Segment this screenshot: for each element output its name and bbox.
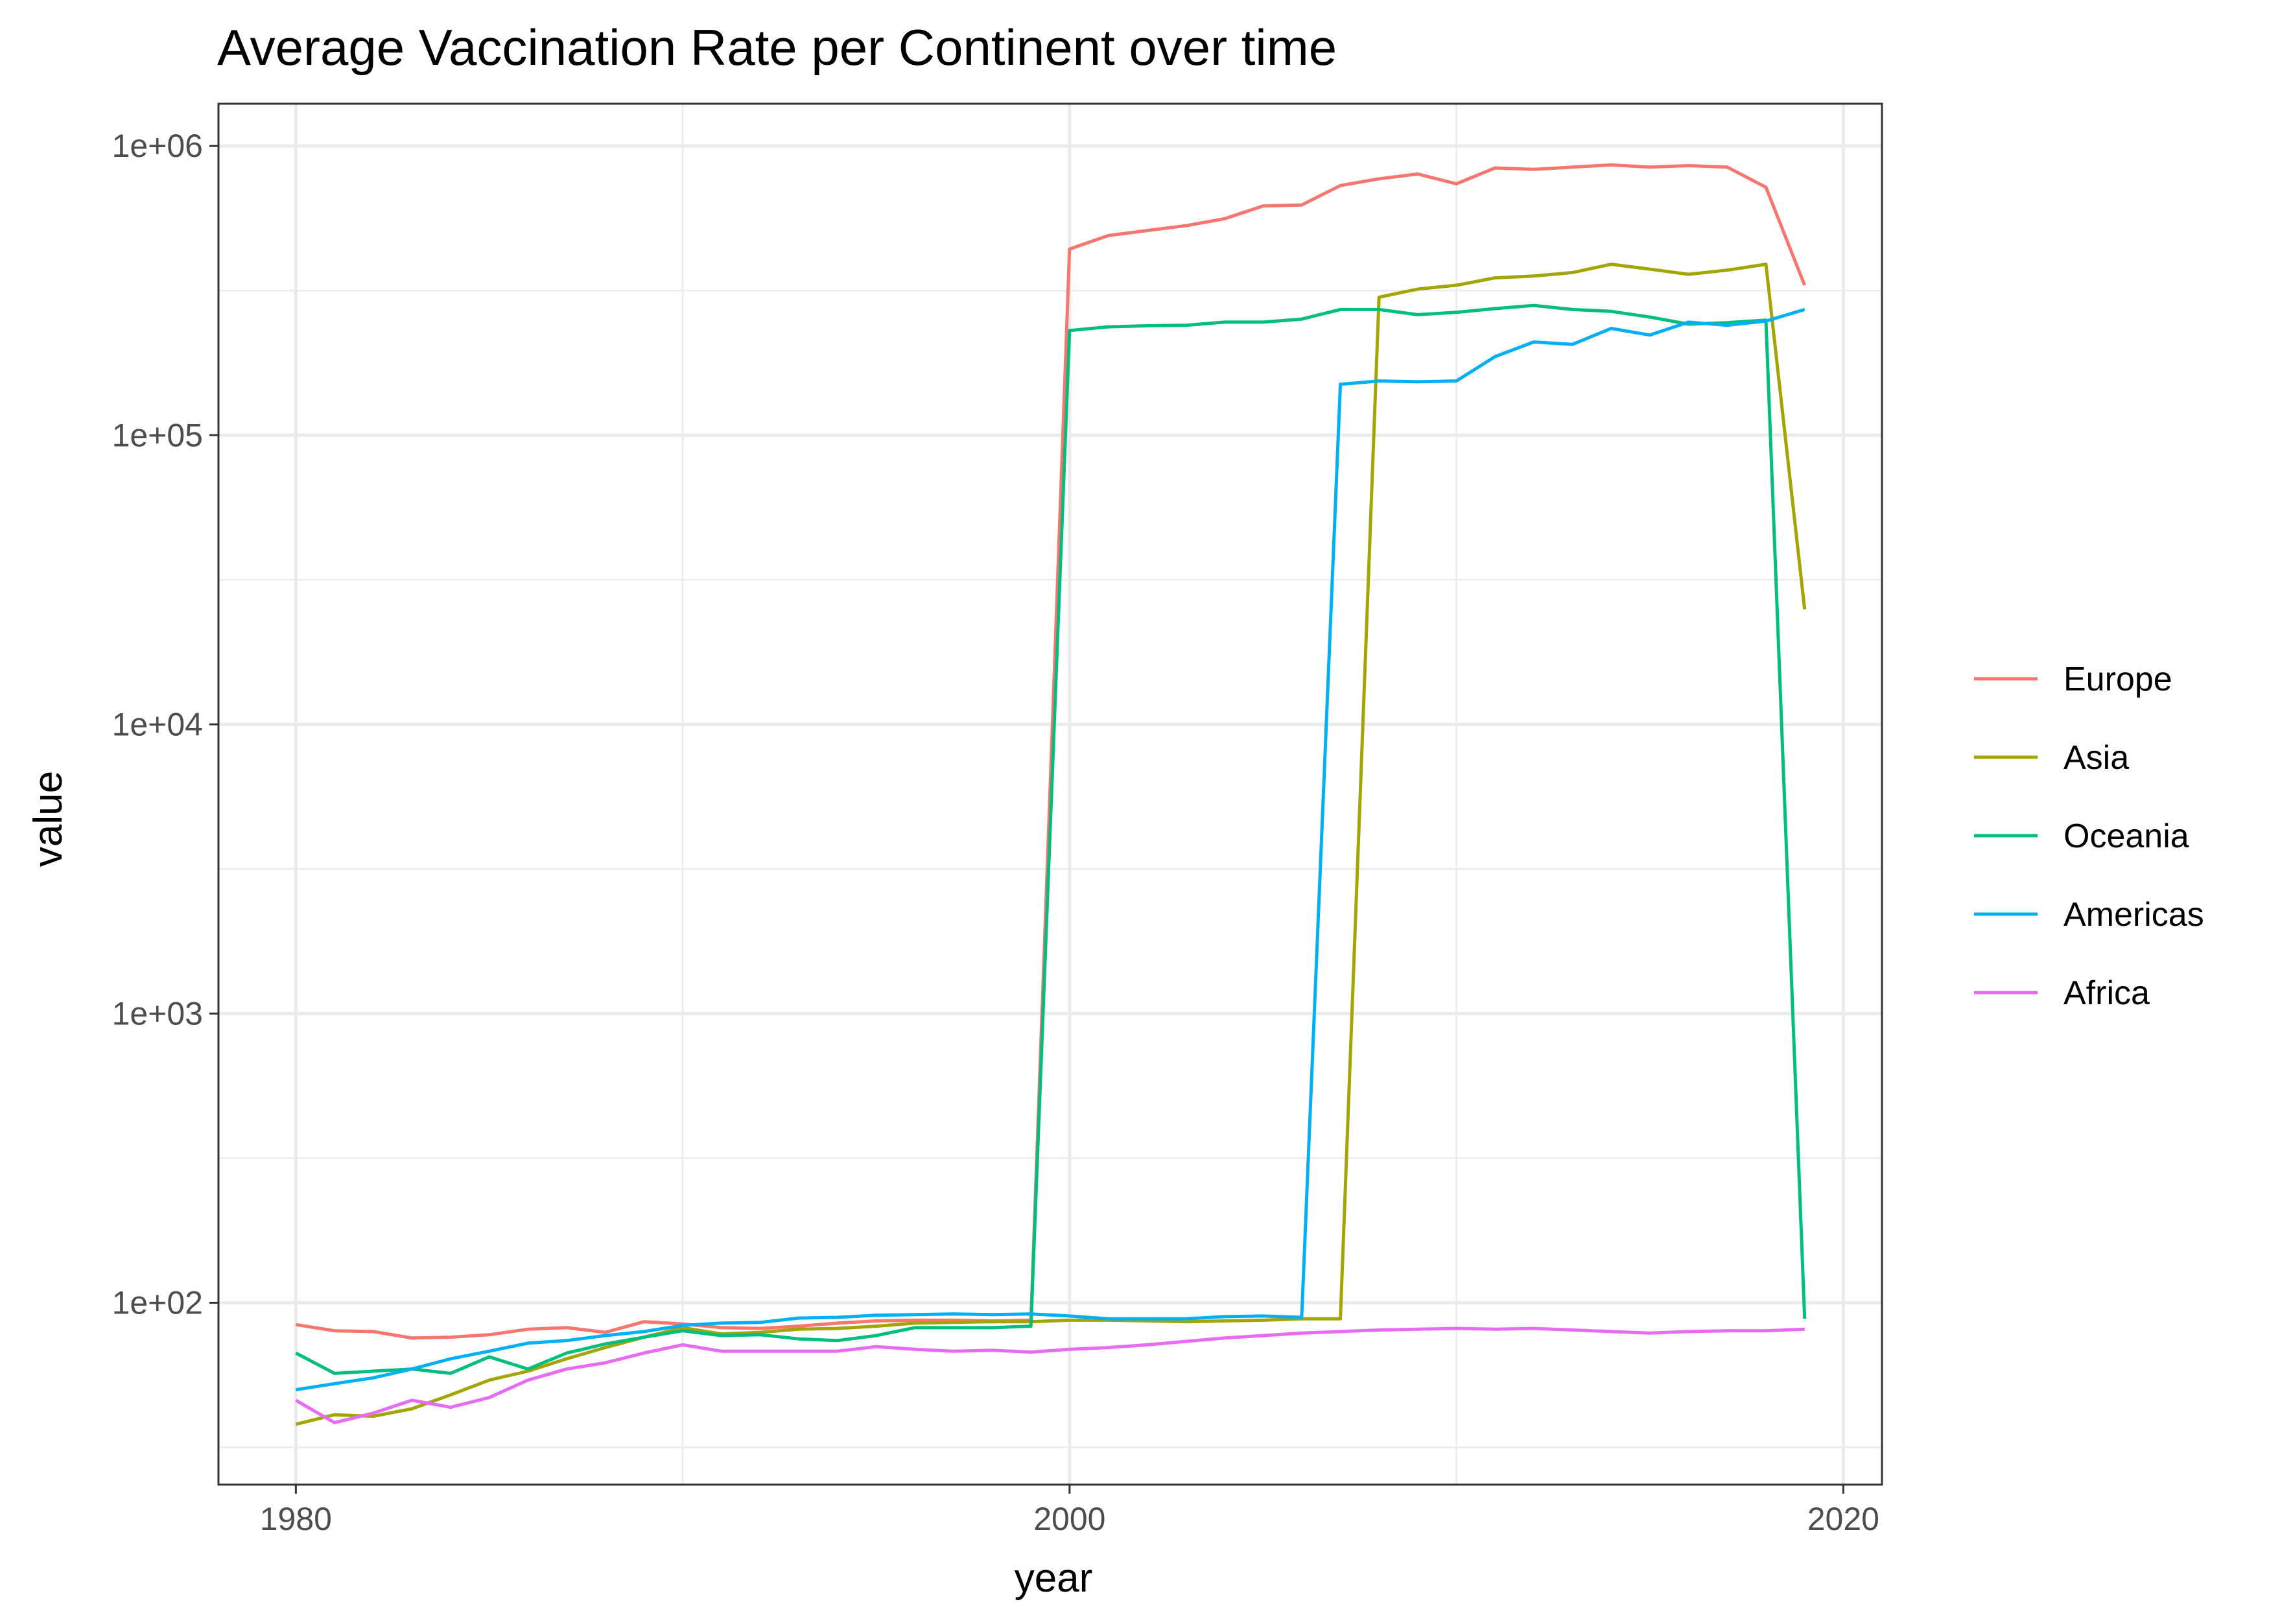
legend-label-asia: Asia <box>2063 739 2129 777</box>
chart-title: Average Vaccination Rate per Continent o… <box>217 19 1337 76</box>
legend-label-europe: Europe <box>2063 661 2172 698</box>
x-tick-label: 2020 <box>1807 1501 1879 1537</box>
series-line-americas <box>295 308 1805 1392</box>
series-line-europe <box>295 163 1807 1340</box>
grid-layer <box>218 104 1882 1485</box>
y-tick-label: 1e+02 <box>112 1284 203 1321</box>
legend-label-oceania: Oceania <box>2063 818 2189 855</box>
x-tick-label: 2000 <box>1033 1501 1105 1537</box>
y-axis-title: value <box>26 771 71 867</box>
legend: Europe Asia Oceania Americas Africa <box>1974 661 2204 1012</box>
plot-panel-border <box>217 102 1883 1486</box>
x-axis-title: year <box>1015 1556 1093 1601</box>
y-tick-label: 1e+05 <box>112 417 203 453</box>
series-line-africa <box>295 1326 1805 1424</box>
series-line-asia <box>295 263 1807 1426</box>
series-line-oceania <box>295 303 1807 1375</box>
x-tick-label: 1980 <box>260 1501 332 1537</box>
legend-label-africa: Africa <box>2063 974 2150 1012</box>
y-tick-label: 1e+03 <box>112 995 203 1031</box>
series-layer <box>295 163 1807 1426</box>
axis-layer: 1980 2000 2020 1e+02 1e+03 1e+04 1e+05 1e+06 <box>112 128 1879 1537</box>
y-tick-label: 1e+06 <box>112 128 203 164</box>
legend-label-americas: Americas <box>2063 896 2204 934</box>
y-tick-label: 1e+04 <box>112 706 203 742</box>
